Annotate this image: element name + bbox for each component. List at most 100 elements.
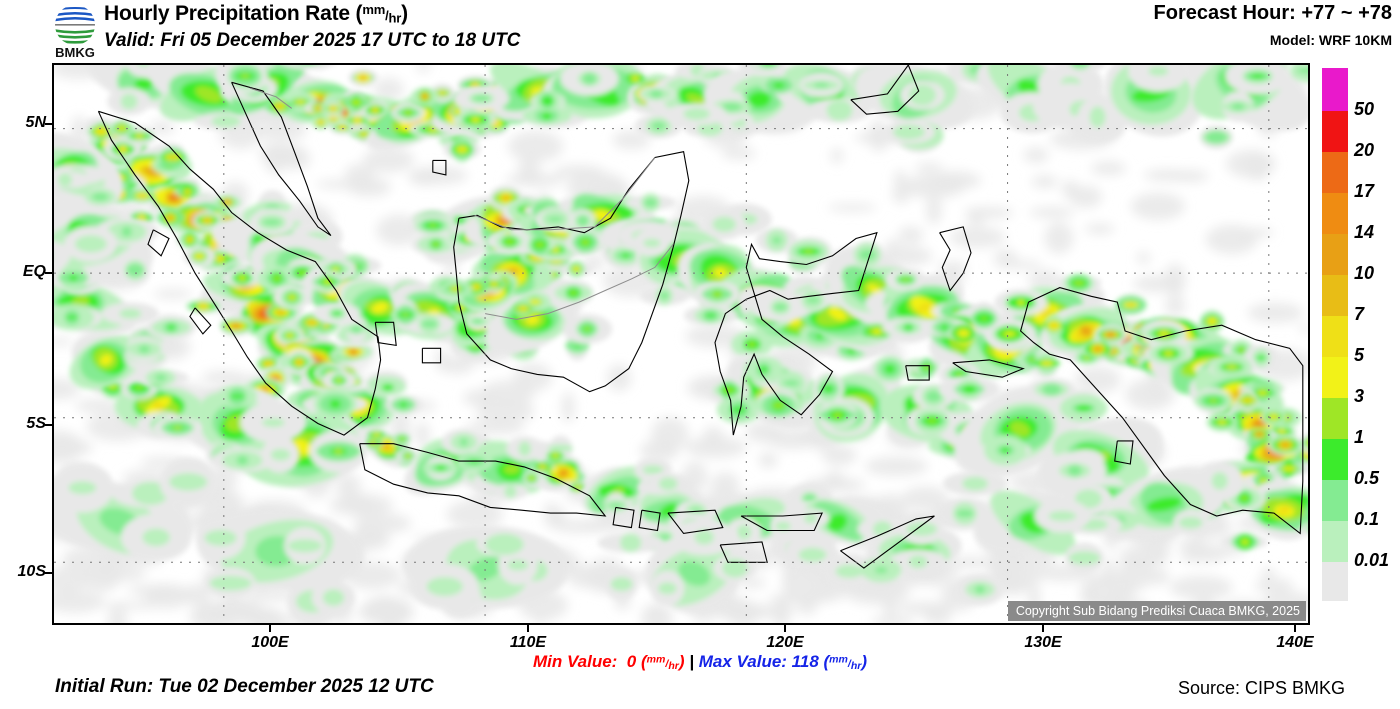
lon-tick-label: 110E <box>509 634 547 651</box>
minmax-separator: | <box>689 652 695 671</box>
lat-tick-label: EQ <box>22 263 46 280</box>
coastline <box>1019 287 1304 535</box>
colorbar-band <box>1322 152 1348 193</box>
colorbar-band <box>1322 316 1348 357</box>
lon-tick-mark <box>784 625 786 632</box>
min-max-readout: Min Value: 0 (mm/hr) | Max Value: 118 (m… <box>0 652 1400 672</box>
min-value-label: Min Value: 0 (mm/hr) <box>532 652 685 672</box>
coastline <box>850 65 920 115</box>
administrative-border <box>249 87 292 109</box>
colorbar <box>1322 68 1348 601</box>
min-value-text: 0 <box>626 652 637 671</box>
min-unit: mm/hr <box>646 653 679 672</box>
lat-tick-label: 5N <box>25 114 46 131</box>
coastline <box>638 509 661 532</box>
colorbar-band <box>1322 234 1348 275</box>
precip-cell <box>54 132 124 211</box>
colorbar-tick-label: 3 <box>1354 386 1365 406</box>
copyright-banner: Copyright Sub Bidang Prediksi Cuaca BMKG… <box>1007 601 1306 621</box>
colorbar-band <box>1322 275 1348 316</box>
min-unit-num: mm <box>646 653 666 666</box>
administrative-border <box>485 243 674 320</box>
max-unit-num: mm <box>829 653 848 666</box>
precip-cell <box>770 497 908 569</box>
forecast-hour-label: Forecast Hour: +77 ~ +78 <box>1153 2 1392 24</box>
coastline <box>1114 440 1134 465</box>
coastline <box>840 515 935 569</box>
initial-run-label: Initial Run: Tue 02 December 2025 12 UTC <box>55 676 434 697</box>
precip-cell <box>1182 65 1308 131</box>
precip-cell <box>936 471 1113 574</box>
coastline <box>719 541 768 563</box>
min-label-text: Min Value: <box>532 652 618 671</box>
precip-cell <box>666 65 823 138</box>
coastline <box>432 159 447 176</box>
precip-cell <box>753 356 911 444</box>
coastline <box>740 512 823 532</box>
colorbar-tick-label: 14 <box>1354 222 1375 242</box>
colorbar-tick-label: 7 <box>1354 304 1365 324</box>
max-value-label: Max Value: 118 (mm/hr) <box>698 652 868 672</box>
page-title: Hourly Precipitation Rate (mm/hr) <box>104 2 408 26</box>
colorbar-tick-label: 50 <box>1354 99 1375 119</box>
precip-cell <box>1222 478 1308 551</box>
lon-tick-label: 120E <box>766 634 804 651</box>
source-label: Source: CIPS BMKG <box>1177 678 1345 698</box>
colorbar-tick-label: 0.5 <box>1354 468 1380 488</box>
lon-tick-label: 130E <box>1024 634 1062 651</box>
colorbar-band <box>1322 562 1348 601</box>
coastline <box>952 359 1025 378</box>
precip-cell <box>859 268 982 344</box>
coastline <box>359 443 607 517</box>
lat-tick-label: 5S <box>26 415 46 432</box>
coastline <box>231 81 332 237</box>
precip-cell <box>69 315 196 390</box>
precipitation-field <box>54 65 1308 623</box>
colorbar-band <box>1322 480 1348 521</box>
precip-cell <box>597 518 757 613</box>
coastline <box>939 226 972 292</box>
lat-tick-mark <box>45 572 52 574</box>
precip-cell <box>523 450 587 494</box>
precip-cell <box>54 195 159 293</box>
coastline <box>97 110 382 436</box>
coastline <box>667 509 724 534</box>
valid-time-label: Valid: Fri 05 December 2025 17 UTC to 18… <box>104 30 521 51</box>
svg-text:BMKG: BMKG <box>55 45 95 59</box>
map-frame: Copyright Sub Bidang Prediksi Cuaca BMKG… <box>52 63 1310 625</box>
coastline <box>421 347 442 364</box>
administrative-border <box>474 157 656 231</box>
title-unit-denominator: hr <box>388 10 402 26</box>
colorbar-band <box>1322 439 1348 480</box>
precip-cell <box>360 427 420 468</box>
title-unit-numerator: mm <box>362 2 386 18</box>
max-unit-den: hr <box>850 659 862 672</box>
coastline <box>612 506 635 529</box>
colorbar-tick-label: 0.1 <box>1354 509 1380 529</box>
precip-cell <box>156 194 242 235</box>
lat-tick-mark <box>45 272 52 274</box>
bmkg-logo-icon: BMKG <box>55 5 95 59</box>
page-title-text: Hourly Precipitation Rate <box>104 2 350 25</box>
lon-tick-mark <box>1042 625 1044 632</box>
colorbar-band <box>1322 111 1348 152</box>
lat-tick-label: 10S <box>17 563 46 580</box>
lon-tick-mark <box>527 625 529 632</box>
lat-tick-mark <box>45 123 52 125</box>
min-unit-den: hr <box>668 659 679 672</box>
colorbar-band <box>1322 357 1348 398</box>
model-label: Model: WRF 10KM <box>1269 32 1392 48</box>
colorbar-tick-label: 20 <box>1354 140 1375 160</box>
coastline <box>905 365 930 381</box>
colorbar-tick-label: 17 <box>1354 181 1375 201</box>
lon-tick-label: 100E <box>251 634 289 651</box>
lon-tick-mark <box>1294 625 1296 632</box>
precipitation-map <box>54 65 1308 623</box>
colorbar-band <box>1322 68 1348 111</box>
colorbar-tick-label: 5 <box>1354 345 1365 365</box>
precip-cell <box>522 65 688 128</box>
max-unit: mm/hr <box>829 653 862 672</box>
coastline <box>374 321 397 347</box>
lon-tick-label: 140E <box>1276 634 1314 651</box>
colorbar-tick-label: 0.01 <box>1354 550 1390 570</box>
